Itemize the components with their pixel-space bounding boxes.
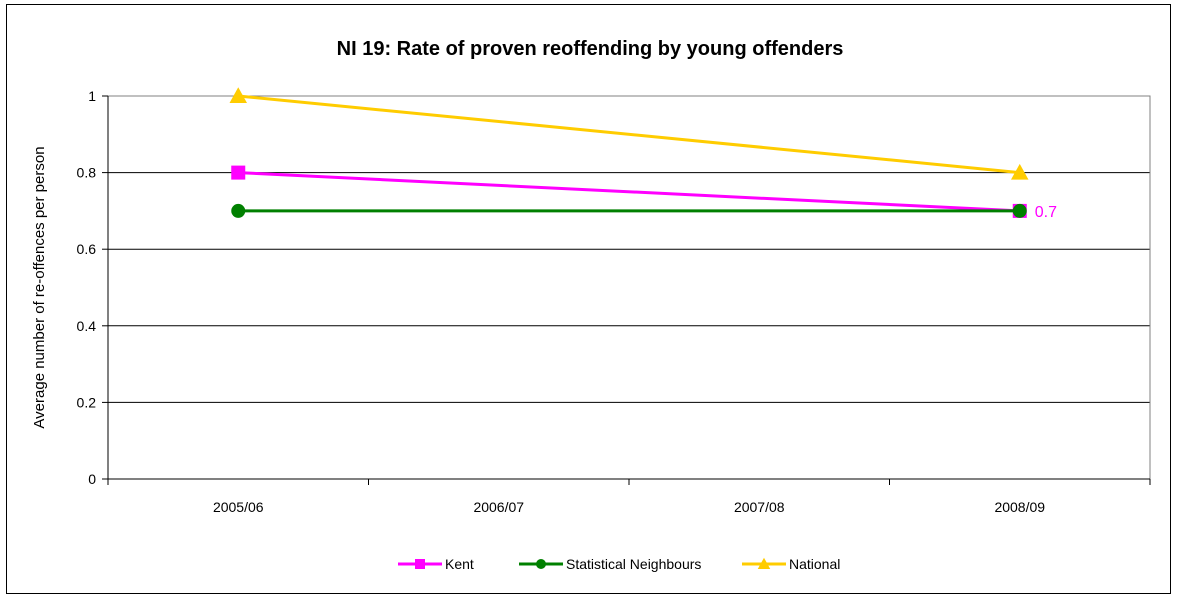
series-statistical-neighbours	[231, 203, 1027, 218]
legend-label: National	[789, 556, 840, 572]
legend-swatch-marker	[536, 559, 546, 569]
x-tick-label: 2005/06	[213, 499, 264, 515]
y-tick-label: 0.4	[77, 318, 97, 334]
data-label: 0.7	[1035, 204, 1057, 221]
legend-item: National	[742, 556, 840, 572]
x-tick-label: 2007/08	[734, 499, 785, 515]
data-point	[1012, 203, 1027, 218]
data-point	[229, 87, 247, 103]
data-point	[231, 203, 246, 218]
series-national	[229, 87, 1029, 180]
legend-item: Statistical Neighbours	[519, 556, 701, 572]
data-point	[1011, 163, 1029, 180]
plot-area	[107, 95, 1151, 480]
legend-label: Statistical Neighbours	[566, 556, 701, 572]
y-tick-label: 0	[88, 471, 96, 487]
legend: Kent Statistical Neighbours National	[398, 556, 840, 572]
line-chart: NI 19: Rate of proven reoffending by you…	[31, 38, 1151, 572]
legend-swatch-marker	[415, 559, 425, 569]
chart-title: NI 19: Rate of proven reoffending by you…	[337, 38, 844, 60]
gridlines	[108, 95, 1150, 403]
y-axis-title: Average number of re-offences per person	[31, 146, 48, 428]
legend-swatch-marker	[757, 557, 771, 569]
x-tick-label: 2008/09	[994, 499, 1045, 515]
y-tick-label: 0.6	[77, 241, 97, 257]
chart-frame: NI 19: Rate of proven reoffending by you…	[6, 4, 1171, 594]
y-tick-label: 0.2	[77, 394, 97, 410]
series-line	[238, 171, 1020, 213]
series-line	[238, 94, 1020, 175]
series-lines	[229, 87, 1029, 218]
data-point	[231, 165, 246, 180]
x-tick-label: 2006/07	[473, 499, 524, 515]
legend-item: Kent	[398, 556, 474, 572]
legend-label: Kent	[445, 556, 474, 572]
axes: 0 0.2 0.4 0.6 0.8 1 2005/06 2006/07 2007/08 2008/…	[77, 88, 1151, 515]
y-tick-label: 0.8	[77, 165, 97, 181]
data-labels: 0.7	[1035, 204, 1057, 221]
y-tick-label: 1	[88, 88, 96, 104]
